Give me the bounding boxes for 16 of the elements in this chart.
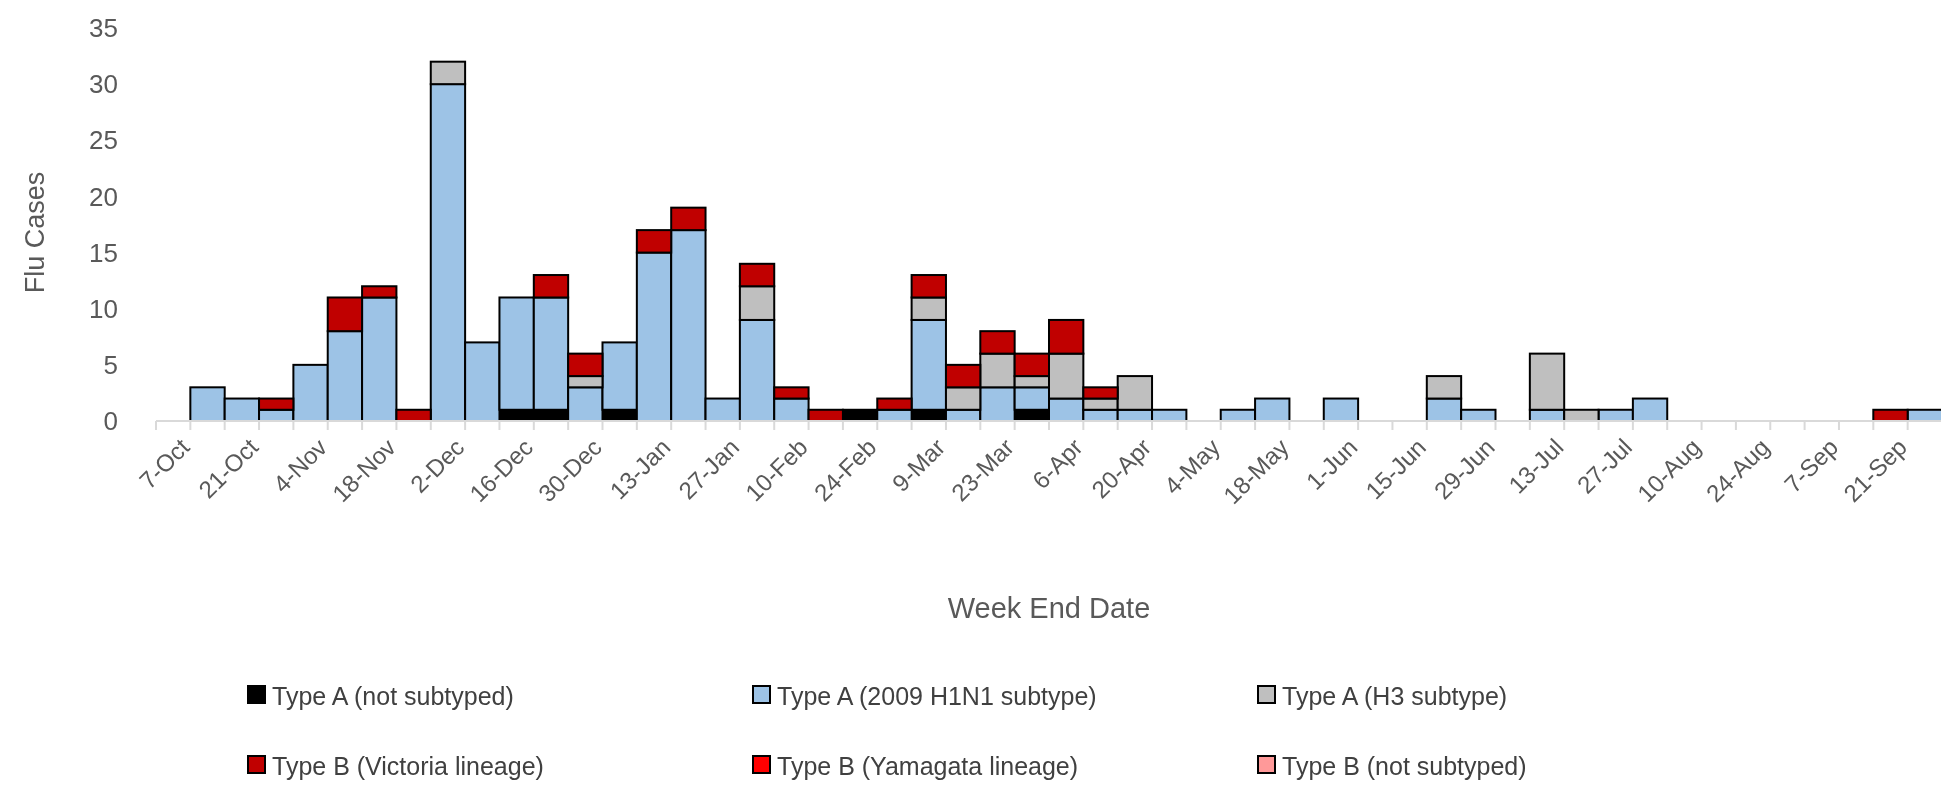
y-tick-label: 15 <box>89 237 118 268</box>
legend-label: Type B (not subtyped) <box>1282 751 1527 780</box>
legend-label: Type A (not subtyped) <box>272 681 514 710</box>
y-tick-label: 25 <box>89 125 118 156</box>
y-tick-label: 35 <box>89 13 118 44</box>
y-axis-title: Flu Cases <box>20 171 50 294</box>
legend-label: Type A (2009 H1N1 subtype) <box>777 681 1097 710</box>
y-tick-label: 20 <box>89 181 118 212</box>
y-tick-label: 30 <box>89 69 118 100</box>
y-tick-label: 0 <box>103 406 118 437</box>
legend-label: Type B (Yamagata lineage) <box>777 751 1079 780</box>
y-tick-label: 5 <box>103 349 118 380</box>
legend-label: Type B (Victoria lineage) <box>272 751 544 780</box>
x-axis-title: Week End Date <box>947 592 1151 624</box>
y-tick-label: 10 <box>89 293 118 324</box>
legend-label: Type A (H3 subtype) <box>1282 681 1508 710</box>
